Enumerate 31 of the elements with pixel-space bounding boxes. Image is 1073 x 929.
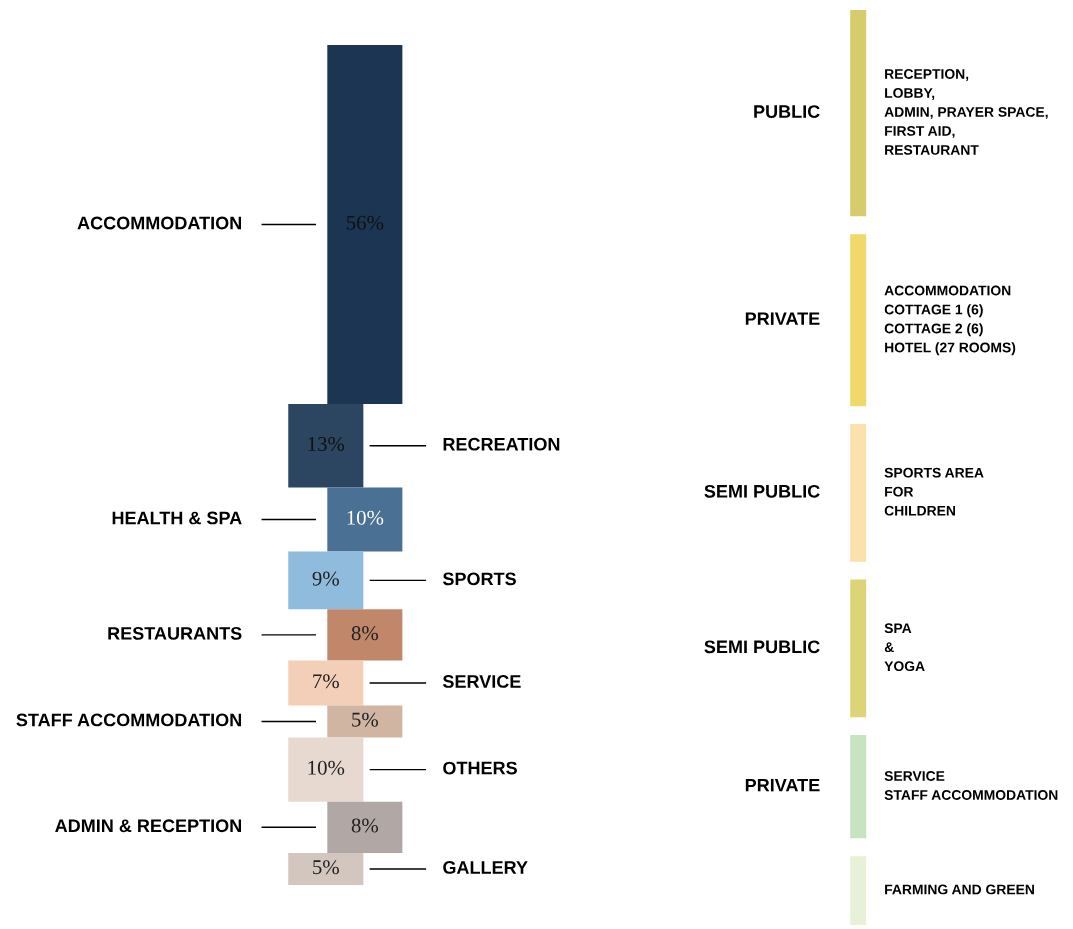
category-label: SERVICE <box>442 675 521 688</box>
category-label: OTHERS <box>443 761 517 775</box>
data-label: 9% <box>312 571 339 586</box>
text: RECEPTION, LOBBY, ADMIN, PRAYER SPACE, FIRST AID, RESTAURANT <box>884 69 1048 155</box>
text: SPA & YOGA <box>884 623 925 672</box>
data-label: 8% <box>351 626 379 641</box>
category-label: SPORTS <box>442 572 516 586</box>
category-label: PRIVATE <box>745 312 820 325</box>
category-label: RESTAURANTS <box>108 626 242 640</box>
text: ACCOMMODATION COTTAGE 1 (6) COTTAGE 2 (6) HOTEL (27 ROOMS) <box>884 285 1016 356</box>
data-label: 5% <box>313 860 339 875</box>
category-label: ADMIN & RECEPTION <box>55 819 242 833</box>
category-label: SEMI PUBLIC <box>704 484 820 498</box>
text: SERVICE STAFF ACCOMMODATION <box>884 771 1058 800</box>
category-label: STAFF ACCOMMODATION <box>16 713 242 727</box>
text: SPORTS AREA FOR CHILDREN <box>884 467 984 516</box>
category-label: GALLERY <box>443 861 528 874</box>
data-label: 13% <box>308 436 345 452</box>
category-label: HEALTH & SPA <box>112 511 242 525</box>
text: FARMING AND GREEN <box>885 884 1034 895</box>
category-label: PUBLIC <box>754 105 820 118</box>
category-label: PRIVATE <box>745 778 820 792</box>
data-label: 10% <box>308 760 345 775</box>
data-label: 8% <box>351 818 379 833</box>
data-label: 56% <box>346 215 384 230</box>
data-label: 5% <box>352 712 379 727</box>
category-label: RECREATION <box>443 437 560 451</box>
category-label: SEMI PUBLIC <box>704 640 820 654</box>
data-label: 7% <box>313 674 339 689</box>
category-label: ACCOMMODATION <box>77 216 242 230</box>
data-label: 10% <box>347 510 384 525</box>
